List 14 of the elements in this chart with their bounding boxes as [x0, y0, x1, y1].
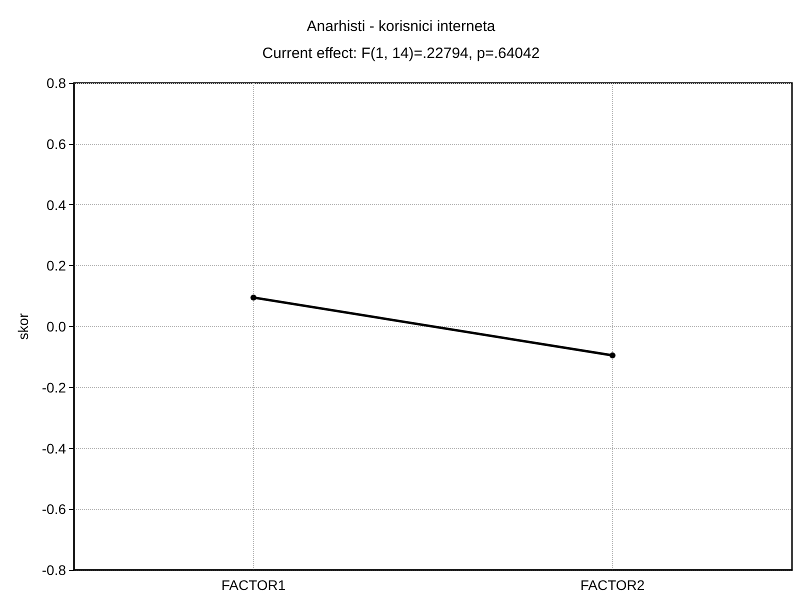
y-tick-label: 0.2: [46, 258, 66, 274]
y-tick-label: -0.4: [42, 440, 66, 456]
x-tick-label: FACTOR2: [580, 577, 645, 593]
y-tick-label: 0.0: [46, 318, 66, 334]
chart-title: Anarhisti - korisnici interneta: [306, 18, 496, 35]
y-tick-label: 0.8: [46, 75, 66, 91]
x-tick-label: FACTOR1: [221, 577, 286, 593]
y-axis-title: skor: [15, 312, 31, 340]
y-tick-label: 0.6: [46, 136, 66, 152]
y-tick-label: -0.8: [42, 562, 66, 578]
y-tick-label: -0.6: [42, 501, 66, 518]
chart-subtitle: Current effect: F(1, 14)=.22794, p=.64042: [262, 45, 540, 62]
y-tick-label: -0.2: [42, 379, 66, 396]
y-tick-label: 0.4: [46, 196, 66, 213]
